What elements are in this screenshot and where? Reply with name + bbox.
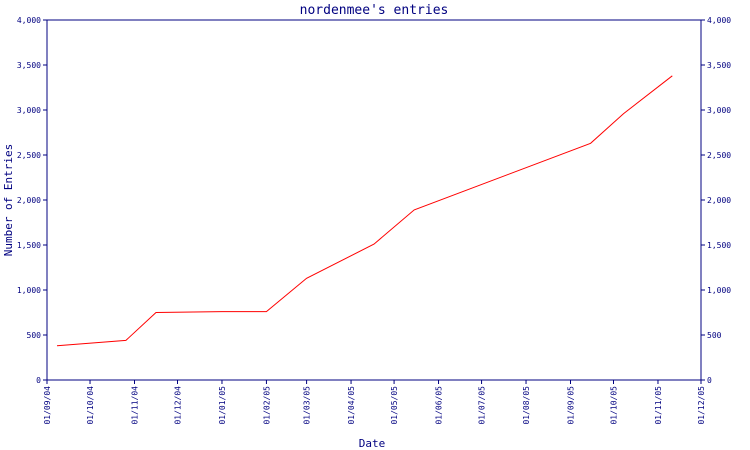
y-tick-label-left: 0 (36, 376, 41, 385)
x-tick-label: 01/12/04 (174, 386, 183, 425)
x-tick-label: 01/05/05 (390, 386, 399, 425)
y-tick-label-left: 1,500 (17, 241, 41, 250)
y-tick-label-right: 0 (707, 376, 712, 385)
y-tick-label-left: 1,000 (17, 286, 41, 295)
y-tick-label-right: 3,000 (707, 106, 731, 115)
x-tick-label: 01/09/05 (566, 386, 575, 425)
x-tick-label: 01/02/05 (262, 386, 271, 425)
x-tick-label: 01/10/04 (86, 386, 95, 425)
y-tick-label-right: 1,500 (707, 241, 731, 250)
x-tick-label: 01/04/05 (347, 386, 356, 425)
x-tick-label: 01/06/05 (435, 386, 444, 425)
x-tick-label: 01/11/05 (654, 386, 663, 425)
y-tick-label-left: 500 (27, 331, 42, 340)
chart-title: nordenmee's entries (300, 3, 449, 18)
y-tick-label-right: 4,000 (707, 16, 731, 25)
y-tick-label-left: 2,000 (17, 196, 41, 205)
y-tick-label-left: 3,000 (17, 106, 41, 115)
x-tick-label: 01/07/05 (478, 386, 487, 425)
x-tick-label: 01/03/05 (303, 386, 312, 425)
y-tick-label-right: 2,500 (707, 151, 731, 160)
y-tick-label-right: 2,000 (707, 196, 731, 205)
x-tick-label: 01/11/04 (130, 386, 139, 425)
y-tick-label-right: 1,000 (707, 286, 731, 295)
x-tick-label: 01/01/05 (218, 386, 227, 425)
x-tick-label: 01/08/05 (522, 386, 531, 425)
y-tick-label-right: 3,500 (707, 61, 731, 70)
y-tick-label-left: 2,500 (17, 151, 41, 160)
y-tick-label-left: 3,500 (17, 61, 41, 70)
y-tick-label-right: 500 (707, 331, 722, 340)
series-line (56, 75, 673, 347)
x-tick-label: 01/09/04 (43, 386, 52, 425)
x-tick-label: 01/12/05 (697, 386, 706, 425)
right-axis-ticks: 0 500 1,000 1,500 2,000 2,500 3,000 3,500 4,000 (701, 16, 731, 385)
x-axis-label: Date (359, 437, 386, 450)
x-axis-ticks: 01/09/04 01/10/04 01/11/04 01/12/04 01/01/05… (43, 380, 706, 425)
y-tick-label-left: 4,000 (17, 16, 41, 25)
x-tick-label: 01/10/05 (610, 386, 619, 425)
plot-area (46, 19, 702, 381)
left-axis-ticks: 0 500 1,000 1,500 2,000 2,500 3,000 3,500 4,000 (17, 16, 47, 385)
y-axis-label: Number of Entries (2, 144, 15, 257)
